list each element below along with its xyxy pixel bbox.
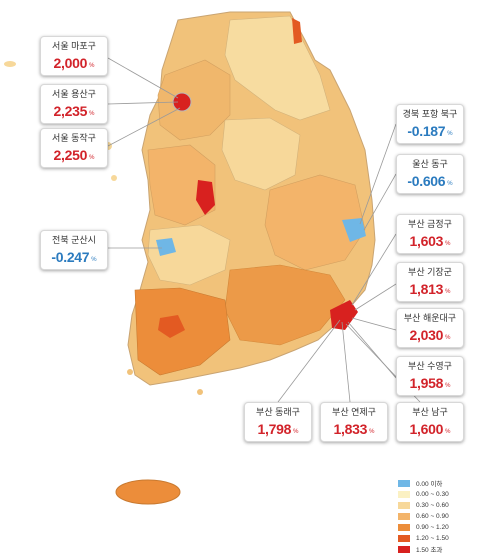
legend-swatch	[398, 523, 410, 531]
callout-name: 부산 연제구	[332, 407, 376, 417]
jeju-island	[115, 479, 181, 505]
callout-name: 서울 용산구	[52, 89, 96, 99]
legend-swatch	[398, 534, 410, 542]
legend-item: 0.60 ~ 0.90	[398, 511, 478, 521]
busan-cluster	[330, 300, 358, 330]
legend-swatch	[398, 545, 410, 553]
callout-unit: %	[89, 63, 95, 69]
callout-busan-haeundae: 부산 해운대구 2,030%	[396, 308, 464, 348]
callout-jeonbuk-gunsan: 전북 군산시 -0.247%	[40, 230, 108, 270]
callout-value: 1,958	[409, 375, 444, 391]
legend-item: 0.30 ~ 0.60	[398, 500, 478, 510]
callout-name: 부산 금정구	[408, 219, 452, 229]
callout-seoul-dongjak: 서울 동작구 2,250%	[40, 128, 108, 168]
callout-name: 전북 군산시	[52, 235, 96, 245]
callout-unit: %	[445, 289, 451, 295]
callout-unit: %	[91, 257, 97, 263]
callout-seoul-mapo: 서울 마포구 2,000%	[40, 36, 108, 76]
callout-value: 2,250	[53, 147, 88, 163]
callout-name: 부산 수영구	[408, 361, 452, 371]
region-gyeongnam	[224, 264, 346, 346]
callout-value: 1,798	[257, 421, 292, 437]
legend-label: 0.60 ~ 0.90	[416, 512, 449, 520]
callout-value: 2,030	[409, 327, 444, 343]
small-island	[127, 369, 133, 375]
gunsan-region	[156, 238, 176, 256]
legend-item: 0.00 이하	[398, 478, 478, 488]
callout-unit: %	[89, 111, 95, 117]
region-jeonnam	[134, 287, 231, 376]
callout-unit: %	[89, 155, 95, 161]
small-island	[111, 175, 117, 181]
callout-unit: %	[445, 335, 451, 341]
callout-value: 1,603	[409, 233, 444, 249]
callout-busan-nam: 부산 남구 1,600%	[396, 402, 464, 442]
callout-name: 서울 동작구	[52, 133, 96, 143]
callout-value: -0.247	[51, 249, 90, 265]
callout-seoul-yongsan: 서울 용산구 2,235%	[40, 84, 108, 124]
region-chungbuk	[221, 117, 301, 191]
callout-value: 1,833	[333, 421, 368, 437]
callout-name: 부산 동래구	[256, 407, 300, 417]
legend: 0.00 이하 0.00 ~ 0.30 0.30 ~ 0.60 0.60 ~ 0…	[398, 478, 478, 555]
sejong-hotspot	[196, 180, 215, 215]
callout-unit: %	[369, 429, 375, 435]
region-chungnam	[147, 144, 216, 226]
legend-swatch	[398, 490, 410, 498]
callout-name: 부산 기장군	[408, 267, 452, 277]
callout-busan-yeonje: 부산 연제구 1,833%	[320, 402, 388, 442]
callout-name: 부산 해운대구	[403, 313, 457, 323]
callout-name: 경북 포항 북구	[402, 109, 458, 119]
callout-unit: %	[445, 383, 451, 389]
legend-swatch	[398, 479, 410, 487]
legend-label: 0.00 이하	[416, 481, 443, 488]
callout-unit: %	[447, 181, 453, 187]
gwangju-hotspot	[158, 315, 185, 338]
callout-busan-dongnae: 부산 동래구 1,798%	[244, 402, 312, 442]
callout-gyeongbuk-pohang: 경북 포항 북구 -0.187%	[396, 104, 464, 144]
callout-unit: %	[293, 429, 299, 435]
legend-label: 0.30 ~ 0.60	[416, 501, 449, 509]
callout-value: 2,235	[53, 103, 88, 119]
region-gyeongbuk	[264, 174, 366, 271]
callout-value: 1,813	[409, 281, 444, 297]
callout-unit: %	[445, 429, 451, 435]
region-gyeonggi	[157, 59, 231, 141]
callout-name: 부산 남구	[412, 407, 448, 417]
callout-ulsan-dong: 울산 동구 -0.606%	[396, 154, 464, 194]
legend-label: 1.50 초과	[416, 547, 443, 554]
legend-label: 0.00 ~ 0.30	[416, 490, 449, 498]
callout-busan-suyeong: 부산 수영구 1,958%	[396, 356, 464, 396]
callout-name: 울산 동구	[412, 159, 448, 169]
callout-value: -0.606	[407, 173, 446, 189]
callout-value: -0.187	[407, 123, 446, 139]
ulleung-island	[4, 61, 16, 67]
callout-busan-gijang: 부산 기장군 1,813%	[396, 262, 464, 302]
legend-item: 0.00 ~ 0.30	[398, 489, 478, 499]
legend-item: 1.20 ~ 1.50	[398, 533, 478, 543]
callout-unit: %	[445, 241, 451, 247]
callout-name: 서울 마포구	[52, 41, 96, 51]
legend-label: 1.20 ~ 1.50	[416, 534, 449, 542]
callout-unit: %	[447, 131, 453, 137]
legend-item: 1.50 초과	[398, 544, 478, 554]
callout-value: 1,600	[409, 421, 444, 437]
callout-value: 2,000	[53, 55, 88, 71]
legend-swatch	[398, 512, 410, 520]
small-island	[197, 389, 203, 395]
northeast-hotspot	[292, 18, 302, 44]
legend-swatch	[398, 501, 410, 509]
legend-item: 0.90 ~ 1.20	[398, 522, 478, 532]
callout-busan-geumjeong: 부산 금정구 1,603%	[396, 214, 464, 254]
legend-label: 0.90 ~ 1.20	[416, 523, 449, 531]
